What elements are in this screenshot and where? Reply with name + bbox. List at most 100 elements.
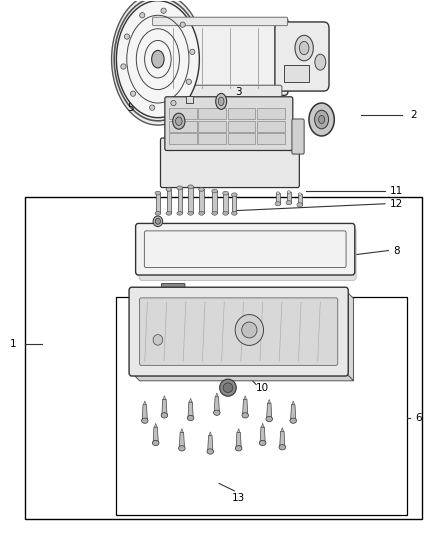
Bar — [223, 193, 228, 213]
Ellipse shape — [299, 42, 309, 55]
Ellipse shape — [112, 0, 204, 125]
Polygon shape — [237, 429, 240, 432]
Ellipse shape — [314, 110, 328, 129]
Bar — [257, 108, 285, 119]
FancyBboxPatch shape — [165, 97, 293, 150]
Point — [315, 358, 320, 365]
Ellipse shape — [188, 185, 194, 189]
Ellipse shape — [223, 212, 228, 215]
Ellipse shape — [275, 201, 281, 206]
Ellipse shape — [212, 189, 218, 193]
Ellipse shape — [287, 191, 290, 193]
Polygon shape — [180, 429, 183, 432]
Text: 13: 13 — [232, 492, 245, 503]
Bar — [177, 188, 182, 213]
Ellipse shape — [187, 415, 194, 421]
Polygon shape — [268, 399, 271, 403]
Ellipse shape — [166, 212, 172, 215]
Polygon shape — [243, 399, 248, 415]
Point — [277, 358, 282, 365]
Text: 9: 9 — [134, 298, 140, 309]
Bar — [228, 133, 255, 144]
Bar — [297, 194, 302, 205]
Point — [199, 85, 204, 92]
Ellipse shape — [173, 113, 185, 129]
Polygon shape — [132, 373, 353, 381]
Ellipse shape — [171, 100, 176, 106]
Ellipse shape — [161, 8, 166, 13]
Ellipse shape — [166, 188, 172, 191]
Text: 6: 6 — [416, 413, 422, 423]
Text: 1: 1 — [10, 338, 16, 349]
Bar — [186, 95, 193, 103]
FancyBboxPatch shape — [136, 223, 355, 275]
Point — [260, 299, 265, 305]
Text: 4: 4 — [132, 87, 138, 97]
FancyBboxPatch shape — [162, 85, 282, 103]
Line: 2 pts: 2 pts — [202, 302, 205, 361]
FancyBboxPatch shape — [292, 119, 304, 154]
Point — [200, 358, 205, 365]
Point — [170, 85, 176, 92]
Polygon shape — [144, 401, 146, 405]
Ellipse shape — [149, 105, 155, 110]
Ellipse shape — [207, 449, 214, 454]
Polygon shape — [215, 393, 218, 397]
Point — [298, 299, 304, 305]
Point — [318, 299, 323, 305]
Ellipse shape — [188, 212, 194, 215]
Ellipse shape — [155, 212, 161, 215]
FancyBboxPatch shape — [152, 17, 288, 26]
Bar — [169, 108, 197, 119]
Ellipse shape — [318, 116, 325, 124]
Ellipse shape — [186, 79, 191, 84]
Ellipse shape — [121, 64, 126, 69]
FancyBboxPatch shape — [139, 228, 356, 280]
Polygon shape — [209, 432, 212, 435]
Ellipse shape — [155, 219, 160, 224]
Ellipse shape — [153, 335, 162, 345]
Ellipse shape — [286, 200, 292, 205]
Ellipse shape — [190, 49, 195, 54]
Polygon shape — [261, 423, 264, 427]
Ellipse shape — [231, 193, 237, 197]
Ellipse shape — [180, 22, 185, 27]
Point — [145, 299, 150, 305]
Bar — [199, 189, 204, 213]
Polygon shape — [179, 432, 184, 448]
Point — [164, 299, 169, 305]
Ellipse shape — [179, 446, 185, 451]
Point — [219, 358, 224, 365]
Line: 2 pts: 2 pts — [279, 302, 282, 361]
Text: 11: 11 — [390, 186, 403, 196]
Ellipse shape — [216, 93, 226, 109]
Bar — [257, 121, 285, 132]
Polygon shape — [280, 431, 285, 447]
Bar — [198, 108, 226, 119]
FancyBboxPatch shape — [160, 138, 299, 188]
Text: 3: 3 — [235, 87, 242, 97]
Point — [161, 358, 166, 365]
Bar — [166, 189, 171, 213]
Ellipse shape — [279, 445, 286, 450]
Polygon shape — [290, 405, 296, 421]
Ellipse shape — [177, 212, 183, 215]
Point — [227, 85, 233, 92]
Bar — [287, 192, 291, 203]
Ellipse shape — [177, 186, 183, 190]
FancyBboxPatch shape — [275, 22, 329, 91]
Point — [227, 25, 233, 31]
Ellipse shape — [231, 212, 237, 215]
Text: 8: 8 — [394, 246, 400, 255]
Point — [170, 25, 176, 31]
Polygon shape — [292, 401, 294, 405]
Point — [258, 358, 263, 365]
Point — [180, 358, 186, 365]
Ellipse shape — [235, 314, 264, 345]
Line: 2 pts: 2 pts — [145, 302, 148, 361]
Ellipse shape — [276, 192, 280, 195]
Bar — [257, 133, 285, 144]
Line: 2 pts: 2 pts — [260, 302, 263, 361]
Ellipse shape — [290, 418, 297, 423]
Ellipse shape — [214, 410, 220, 415]
